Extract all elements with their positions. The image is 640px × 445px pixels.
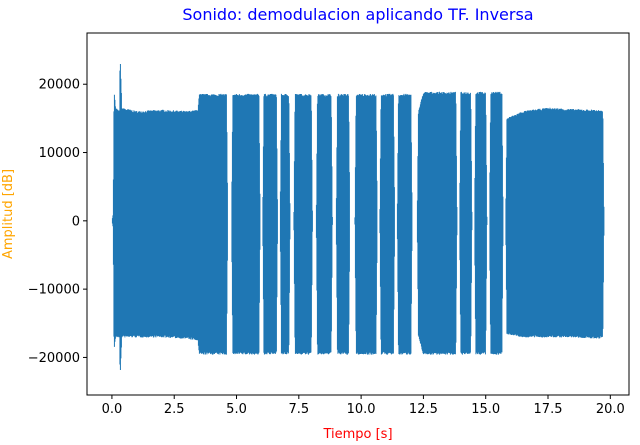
y-axis-label: Amplitud [dB] bbox=[1, 169, 16, 259]
y-tick-label: −20000 bbox=[28, 351, 80, 366]
signal-waveform bbox=[111, 64, 605, 371]
x-tick-label: 0.0 bbox=[102, 402, 123, 417]
signal-series bbox=[111, 64, 605, 371]
y-tick-label: 0 bbox=[72, 214, 80, 229]
x-tick-label: 12.5 bbox=[409, 402, 438, 417]
x-tick-label: 2.5 bbox=[164, 402, 185, 417]
axes-frame bbox=[86, 32, 630, 396]
y-tick-label: 10000 bbox=[39, 146, 80, 161]
y-axis-ticks: −20000 −10000 0 10000 20000 bbox=[28, 78, 87, 366]
x-tick-label: 15.0 bbox=[471, 402, 500, 417]
x-axis-label: Tiempo [s] bbox=[322, 427, 392, 442]
y-tick-label: 20000 bbox=[39, 78, 80, 93]
x-axis-ticks: 0.0 2.5 5.0 7.5 10.0 12.5 15.0 17.5 20.0 bbox=[102, 395, 625, 417]
x-tick-label: 5.0 bbox=[226, 402, 247, 417]
y-tick-label: −10000 bbox=[28, 283, 80, 298]
x-tick-label: 20.0 bbox=[596, 402, 625, 417]
x-tick-label: 10.0 bbox=[347, 402, 376, 417]
x-tick-label: 7.5 bbox=[288, 402, 309, 417]
x-tick-label: 17.5 bbox=[534, 402, 563, 417]
chart-title: Sonido: demodulacion aplicando TF. Inver… bbox=[182, 5, 533, 24]
